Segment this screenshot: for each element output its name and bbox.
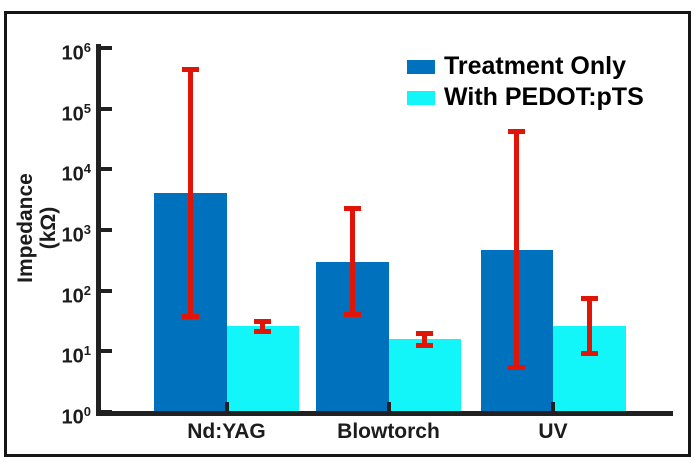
- y-tick-10e2: [101, 288, 112, 293]
- y-tick-label-10e4: 104: [61, 161, 91, 186]
- x-axis-line: [96, 411, 673, 416]
- errorbar-with-pedot-pts-nd-yag-cap-top: [254, 318, 272, 324]
- y-tick-10e1: [101, 349, 112, 354]
- y-axis-label-line2: (kΩ): [37, 206, 60, 250]
- legend: Treatment Only With PEDOT:pTS: [407, 51, 644, 113]
- y-tick-label-10e0: 100: [61, 404, 91, 429]
- errorbar-treatment-only-nd-yag-cap-top: [181, 66, 199, 72]
- errorbar-with-pedot-pts-uv-line: [586, 298, 592, 355]
- y-axis-label-line1: Impedance: [14, 173, 37, 283]
- y-tick-10e0: [101, 410, 112, 414]
- errorbar-treatment-only-uv-cap-top: [508, 129, 526, 135]
- x-tick-blowtorch: [386, 402, 391, 412]
- y-tick-10e3: [101, 227, 112, 232]
- errorbar-treatment-only-nd-yag-cap-bottom: [181, 313, 199, 319]
- y-tick-label-10e5: 105: [61, 100, 91, 126]
- y-axis-label: Impedance (kΩ): [14, 162, 60, 294]
- errorbar-with-pedot-pts-blowtorch-cap-bottom: [416, 343, 434, 349]
- x-tick-label-nd-yag: Nd:YAG: [187, 420, 266, 443]
- y-tick-label-10e6: 106: [61, 39, 91, 65]
- y-tick-label-10e2: 102: [61, 282, 91, 308]
- errorbar-with-pedot-pts-blowtorch-cap-top: [416, 331, 434, 337]
- plot-frame: [4, 11, 691, 457]
- errorbar-treatment-only-blowtorch-cap-bottom: [343, 311, 361, 317]
- y-tick-label-10e3: 103: [61, 221, 91, 247]
- errorbar-with-pedot-pts-uv-cap-top: [580, 296, 598, 302]
- legend-label-treatment-only: Treatment Only: [444, 52, 626, 80]
- errorbar-with-pedot-pts-nd-yag-cap-bottom: [254, 328, 272, 334]
- bar-with-pedot-pts-nd-yag: [226, 326, 299, 414]
- legend-swatch-treatment-only: [407, 59, 435, 74]
- y-axis-line: [96, 44, 101, 416]
- errorbar-with-pedot-pts-nd-yag-line: [260, 320, 266, 332]
- legend-item-with-pedot-pts: With PEDOT:pTS: [407, 82, 644, 113]
- y-tick-10e4: [101, 167, 112, 172]
- errorbar-treatment-only-blowtorch-line: [349, 207, 355, 315]
- x-tick-nd-yag: [224, 402, 229, 412]
- errorbar-treatment-only-nd-yag-line: [187, 68, 193, 317]
- errorbar-treatment-only-uv-line: [514, 131, 520, 368]
- bar-with-pedot-pts-blowtorch: [388, 338, 461, 414]
- legend-item-treatment-only: Treatment Only: [407, 51, 644, 82]
- errorbar-treatment-only-blowtorch-cap-top: [343, 205, 361, 211]
- errorbar-treatment-only-uv-cap-bottom: [508, 364, 526, 370]
- y-tick-10e5: [101, 106, 112, 111]
- errorbar-with-pedot-pts-blowtorch-line: [422, 333, 428, 347]
- errorbar-with-pedot-pts-uv-cap-bottom: [580, 351, 598, 357]
- legend-label-with-pedot-pts: With PEDOT:pTS: [444, 83, 644, 111]
- x-tick-uv: [551, 402, 555, 412]
- x-tick-label-uv: UV: [538, 420, 568, 443]
- x-tick-label-blowtorch: Blowtorch: [337, 420, 440, 443]
- y-tick-10e6: [101, 45, 112, 50]
- legend-swatch-with-pedot-pts: [407, 90, 435, 105]
- y-tick-label-10e1: 101: [61, 343, 91, 368]
